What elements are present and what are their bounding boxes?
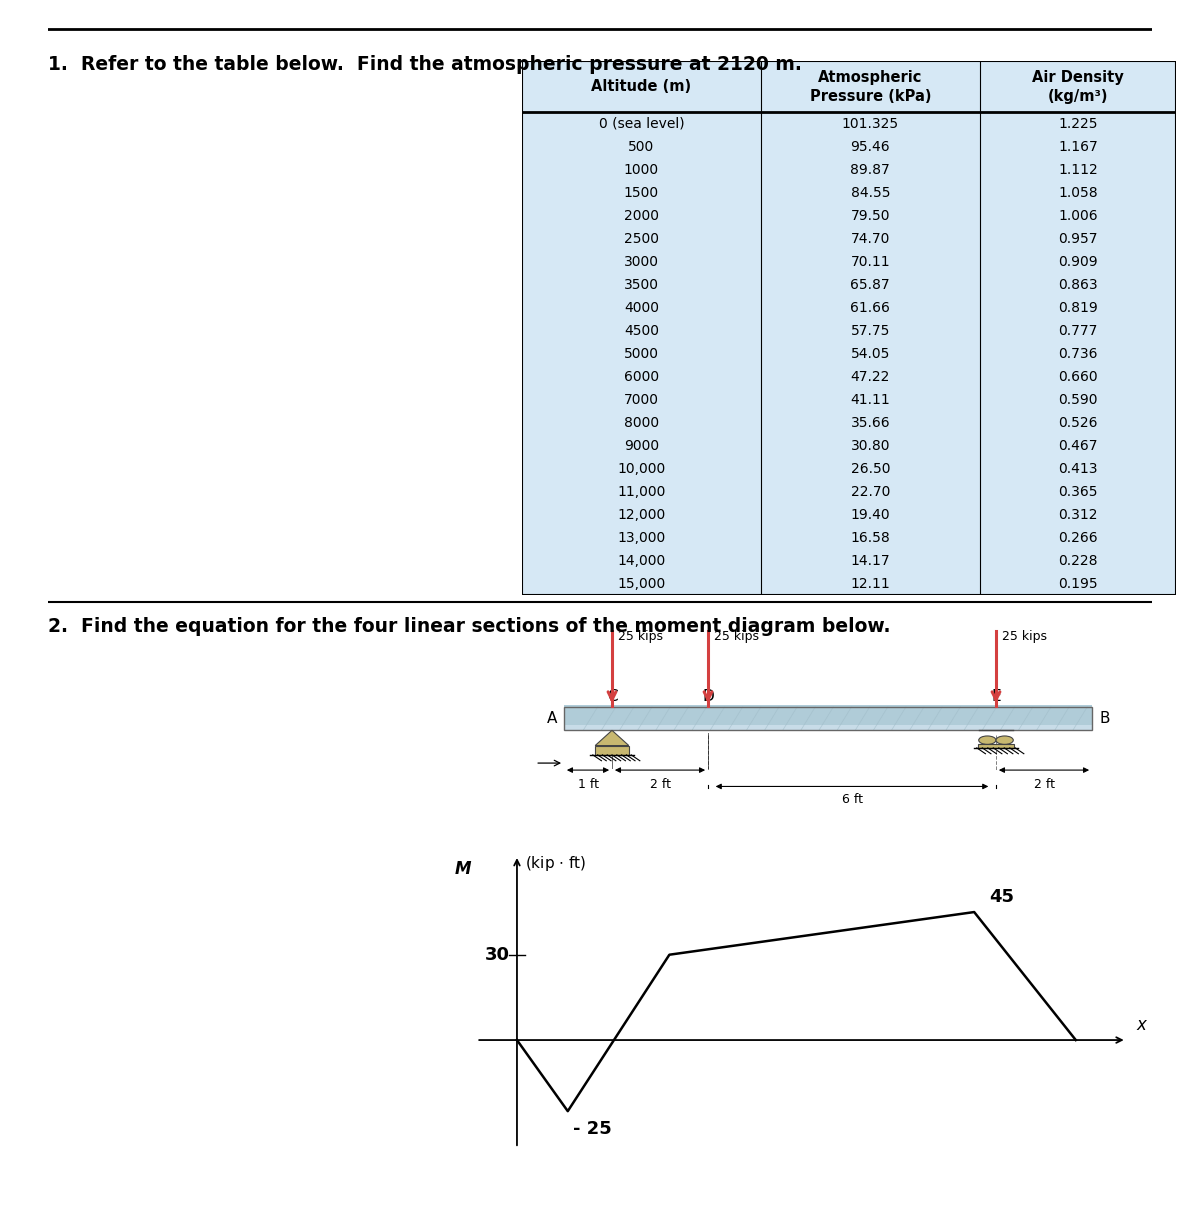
Text: 57.75: 57.75 (851, 324, 890, 337)
Text: - 25: - 25 (572, 1120, 612, 1137)
Text: E: E (991, 690, 1001, 704)
Text: 0.909: 0.909 (1058, 254, 1098, 269)
Text: 30.80: 30.80 (851, 438, 890, 453)
Text: (kip $\cdot$ ft): (kip $\cdot$ ft) (524, 854, 586, 874)
Text: M: M (455, 860, 472, 879)
Text: 7000: 7000 (624, 393, 659, 406)
Text: 89.87: 89.87 (851, 162, 890, 177)
Text: 30: 30 (485, 946, 509, 963)
Text: 25 kips: 25 kips (1002, 629, 1046, 643)
Text: 5000: 5000 (624, 346, 659, 361)
Text: 1.225: 1.225 (1058, 117, 1098, 130)
Text: Atmospheric: Atmospheric (818, 70, 923, 85)
Text: 25 kips: 25 kips (714, 629, 758, 643)
Text: 12,000: 12,000 (617, 508, 666, 521)
Text: 65.87: 65.87 (851, 277, 890, 292)
Circle shape (979, 736, 996, 745)
Text: 500: 500 (629, 140, 654, 153)
Text: 0.660: 0.660 (1058, 369, 1098, 384)
Text: 1500: 1500 (624, 185, 659, 200)
Text: 45: 45 (990, 888, 1014, 907)
Text: 15,000: 15,000 (617, 577, 666, 590)
Bar (564, 707, 1092, 730)
Text: 1 ft: 1 ft (577, 778, 599, 791)
Text: 0.819: 0.819 (1058, 301, 1098, 314)
Text: 12.11: 12.11 (851, 577, 890, 590)
Text: x: x (1136, 1016, 1147, 1034)
Polygon shape (595, 730, 629, 746)
Text: 1.006: 1.006 (1058, 209, 1098, 222)
Text: 2 ft: 2 ft (649, 778, 671, 791)
Text: 2 ft: 2 ft (1033, 778, 1055, 791)
Text: 1.  Refer to the table below.  Find the atmospheric pressure at 2120 m.: 1. Refer to the table below. Find the at… (48, 55, 802, 74)
Text: D: D (702, 690, 714, 704)
Text: 2000: 2000 (624, 209, 659, 222)
Text: 0.467: 0.467 (1058, 438, 1098, 453)
Text: 26.50: 26.50 (851, 461, 890, 476)
Text: A: A (546, 712, 557, 726)
Text: 1000: 1000 (624, 162, 659, 177)
Text: 0.228: 0.228 (1058, 553, 1098, 568)
Text: Air Density: Air Density (1032, 70, 1123, 85)
Text: 1.058: 1.058 (1058, 185, 1098, 200)
Text: 0.736: 0.736 (1058, 346, 1098, 361)
Text: 0.590: 0.590 (1058, 393, 1098, 406)
Text: 25 kips: 25 kips (618, 629, 662, 643)
Text: 47.22: 47.22 (851, 369, 890, 384)
Text: B: B (1099, 712, 1110, 726)
Text: 2.  Find the equation for the four linear sections of the moment diagram below.: 2. Find the equation for the four linear… (48, 617, 890, 636)
Text: 0.365: 0.365 (1058, 485, 1098, 498)
Text: 79.50: 79.50 (851, 209, 890, 222)
Text: 9000: 9000 (624, 438, 659, 453)
Text: 22.70: 22.70 (851, 485, 890, 498)
Text: 0.195: 0.195 (1058, 577, 1098, 590)
Text: 2500: 2500 (624, 232, 659, 245)
Bar (564, 707, 1092, 730)
Text: 10,000: 10,000 (617, 461, 666, 476)
Circle shape (996, 736, 1013, 745)
Text: 41.11: 41.11 (851, 393, 890, 406)
Bar (978, 745, 1014, 748)
Text: 0.777: 0.777 (1058, 324, 1098, 337)
Text: 19.40: 19.40 (851, 508, 890, 521)
Text: 13,000: 13,000 (617, 530, 666, 545)
Text: 0.526: 0.526 (1058, 416, 1098, 429)
Text: 0.266: 0.266 (1058, 530, 1098, 545)
Text: 6000: 6000 (624, 369, 659, 384)
Text: 8000: 8000 (624, 416, 659, 429)
Text: 14.17: 14.17 (851, 553, 890, 568)
Bar (595, 746, 629, 755)
Text: 95.46: 95.46 (851, 140, 890, 153)
Text: 35.66: 35.66 (851, 416, 890, 429)
Text: 0 (sea level): 0 (sea level) (599, 117, 684, 130)
Text: 1.112: 1.112 (1058, 162, 1098, 177)
Text: 101.325: 101.325 (841, 117, 899, 130)
Text: C: C (607, 690, 617, 704)
Text: (kg/m³): (kg/m³) (1048, 88, 1108, 104)
Text: Altitude (m): Altitude (m) (592, 80, 691, 94)
Text: 61.66: 61.66 (851, 301, 890, 314)
Text: 1.167: 1.167 (1058, 140, 1098, 153)
Text: 6 ft: 6 ft (841, 794, 863, 806)
Text: 70.11: 70.11 (851, 254, 890, 269)
Text: 3000: 3000 (624, 254, 659, 269)
Text: 16.58: 16.58 (851, 530, 890, 545)
Text: 4000: 4000 (624, 301, 659, 314)
Text: 84.55: 84.55 (851, 185, 890, 200)
Text: 0.413: 0.413 (1058, 461, 1098, 476)
Text: 4500: 4500 (624, 324, 659, 337)
Text: 0.957: 0.957 (1058, 232, 1098, 245)
Text: 0.312: 0.312 (1058, 508, 1098, 521)
Bar (564, 704, 1092, 724)
Bar (522, 61, 1176, 112)
Text: 0.863: 0.863 (1058, 277, 1098, 292)
Text: 11,000: 11,000 (617, 485, 666, 498)
Text: 74.70: 74.70 (851, 232, 890, 245)
Text: Pressure (kPa): Pressure (kPa) (810, 88, 931, 104)
Text: 14,000: 14,000 (617, 553, 666, 568)
Text: 54.05: 54.05 (851, 346, 890, 361)
Text: 3500: 3500 (624, 277, 659, 292)
